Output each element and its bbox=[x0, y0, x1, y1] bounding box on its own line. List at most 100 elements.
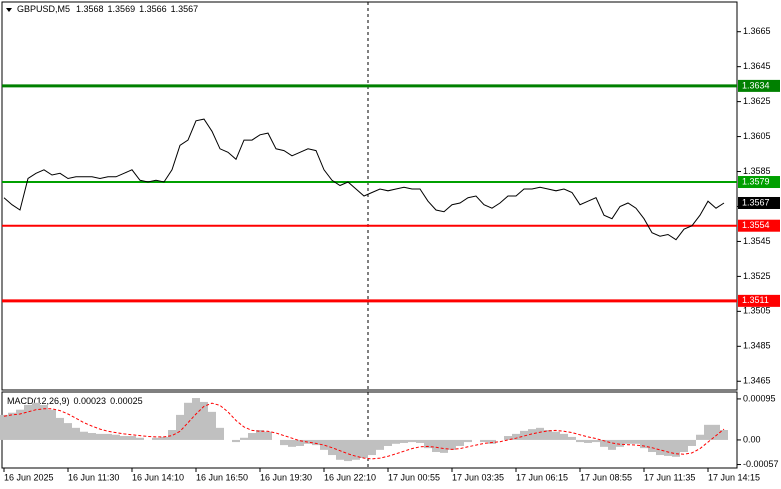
x-tick-label: 16 Jun 2025 bbox=[4, 472, 54, 482]
macd-bar bbox=[640, 439, 648, 449]
y-tick-label: 1.3545 bbox=[743, 236, 771, 246]
macd-bar bbox=[304, 439, 312, 444]
level-tag bbox=[738, 294, 780, 307]
macd-bar bbox=[448, 439, 456, 450]
x-tick-label: 16 Jun 19:30 bbox=[260, 472, 312, 482]
y-tick-label: 1.3465 bbox=[743, 376, 771, 386]
macd-bar bbox=[560, 433, 568, 440]
x-tick-label: 17 Jun 08:55 bbox=[580, 472, 632, 482]
macd-bar bbox=[680, 439, 688, 453]
macd-bar bbox=[136, 437, 144, 440]
macd-bar bbox=[624, 439, 632, 444]
x-tick-label: 17 Jun 06:15 bbox=[516, 472, 568, 482]
macd-bar bbox=[96, 433, 104, 440]
macd-bar bbox=[88, 433, 96, 440]
macd-bar bbox=[424, 439, 432, 449]
y-tick-label: 0.00095 bbox=[743, 393, 776, 403]
macd-bar bbox=[576, 439, 584, 443]
y-tick-label: 1.3505 bbox=[743, 306, 771, 316]
macd-bar bbox=[488, 439, 496, 444]
x-tick-label: 16 Jun 14:10 bbox=[132, 472, 184, 482]
level-label: 1.3554 bbox=[742, 220, 770, 230]
readout: 0.00025 bbox=[110, 396, 143, 406]
macd-bar bbox=[440, 439, 448, 453]
x-tick-label: 17 Jun 03:35 bbox=[452, 472, 504, 482]
macd-bar bbox=[208, 411, 216, 440]
macd-bar bbox=[280, 439, 288, 446]
macd-bar bbox=[296, 439, 304, 446]
macd-bar bbox=[568, 436, 576, 440]
macd-bar bbox=[256, 430, 264, 440]
macd-bar bbox=[16, 409, 24, 440]
macd-bar bbox=[512, 433, 520, 440]
y-tick-label: 1.3645 bbox=[743, 61, 771, 71]
macd-bar bbox=[344, 439, 352, 462]
price-frame bbox=[1, 1, 738, 391]
macd-bar bbox=[160, 436, 168, 440]
macd-bar bbox=[64, 423, 72, 440]
x-tick-label: 17 Jun 11:35 bbox=[644, 472, 695, 482]
macd-bar bbox=[592, 439, 600, 443]
macd-bar bbox=[392, 439, 400, 444]
macd-bar bbox=[536, 427, 544, 440]
ohlc: 1.3569 bbox=[108, 4, 136, 14]
level-tag bbox=[738, 176, 780, 189]
macd-bar bbox=[608, 439, 616, 450]
macd-bar bbox=[0, 414, 8, 440]
macd-bar bbox=[184, 402, 192, 440]
y-tick-label: -0.00057 bbox=[743, 459, 779, 469]
ohlc: 1.3566 bbox=[139, 4, 167, 14]
macd-bar bbox=[176, 414, 184, 440]
macd-bar bbox=[600, 439, 608, 447]
ohlc: 1.3568 bbox=[76, 4, 104, 14]
macd-bar bbox=[168, 430, 176, 440]
ohlc: 1.3567 bbox=[171, 4, 199, 14]
macd-bar bbox=[720, 430, 728, 440]
level-label: 1.3511 bbox=[742, 295, 769, 305]
symbol: GBPUSD,M5 bbox=[17, 4, 70, 14]
macd-bar bbox=[672, 439, 680, 457]
indicator: MACD(12,26,9) bbox=[7, 396, 70, 406]
macd-bar bbox=[48, 409, 56, 440]
macd-bar bbox=[520, 430, 528, 440]
macd-bar bbox=[200, 401, 208, 440]
macd-bar bbox=[264, 431, 272, 440]
macd-bar bbox=[432, 439, 440, 453]
macd-bar bbox=[504, 436, 512, 440]
x-tick-label: 16 Jun 22:10 bbox=[324, 472, 376, 482]
macd-bar bbox=[456, 439, 464, 446]
macd-bar bbox=[352, 439, 360, 460]
macd-bar bbox=[40, 404, 48, 440]
x-tick-label: 17 Jun 00:55 bbox=[388, 472, 440, 482]
macd-bar bbox=[80, 431, 88, 440]
macd-bar bbox=[216, 427, 224, 440]
x-tick-label: 16 Jun 11:30 bbox=[68, 472, 119, 482]
y-tick-label: 1.3625 bbox=[743, 96, 771, 106]
level-label: 1.3579 bbox=[742, 176, 770, 186]
level-tag bbox=[738, 219, 780, 232]
macd-bar bbox=[632, 439, 640, 444]
macd-bar bbox=[32, 402, 40, 440]
y-tick-label: 0.00 bbox=[743, 434, 761, 444]
macd-bar bbox=[248, 433, 256, 440]
macd-bar bbox=[120, 436, 128, 440]
macd-bar bbox=[400, 439, 408, 443]
macd-bar bbox=[104, 433, 112, 440]
macd-bar bbox=[24, 404, 32, 440]
price-tag bbox=[738, 196, 780, 209]
macd-bar bbox=[56, 417, 64, 440]
macd-bar bbox=[72, 427, 80, 440]
x-tick-label: 16 Jun 16:50 bbox=[196, 472, 248, 482]
header: GBPUSD,M5 1.3568 1.3569 1.3566 1.3567 bbox=[17, 4, 198, 14]
macd-bar bbox=[584, 439, 592, 443]
macd-bar bbox=[664, 439, 672, 456]
macd-bar bbox=[240, 437, 248, 440]
macd-bar bbox=[288, 439, 296, 447]
macd-bar bbox=[232, 439, 240, 443]
macd-bar bbox=[128, 436, 136, 440]
macd-bar bbox=[464, 439, 472, 443]
x-tick-label: 17 Jun 14:15 bbox=[708, 472, 760, 482]
y-tick-label: 1.3665 bbox=[743, 26, 771, 36]
level-label: 1.3634 bbox=[742, 80, 770, 90]
